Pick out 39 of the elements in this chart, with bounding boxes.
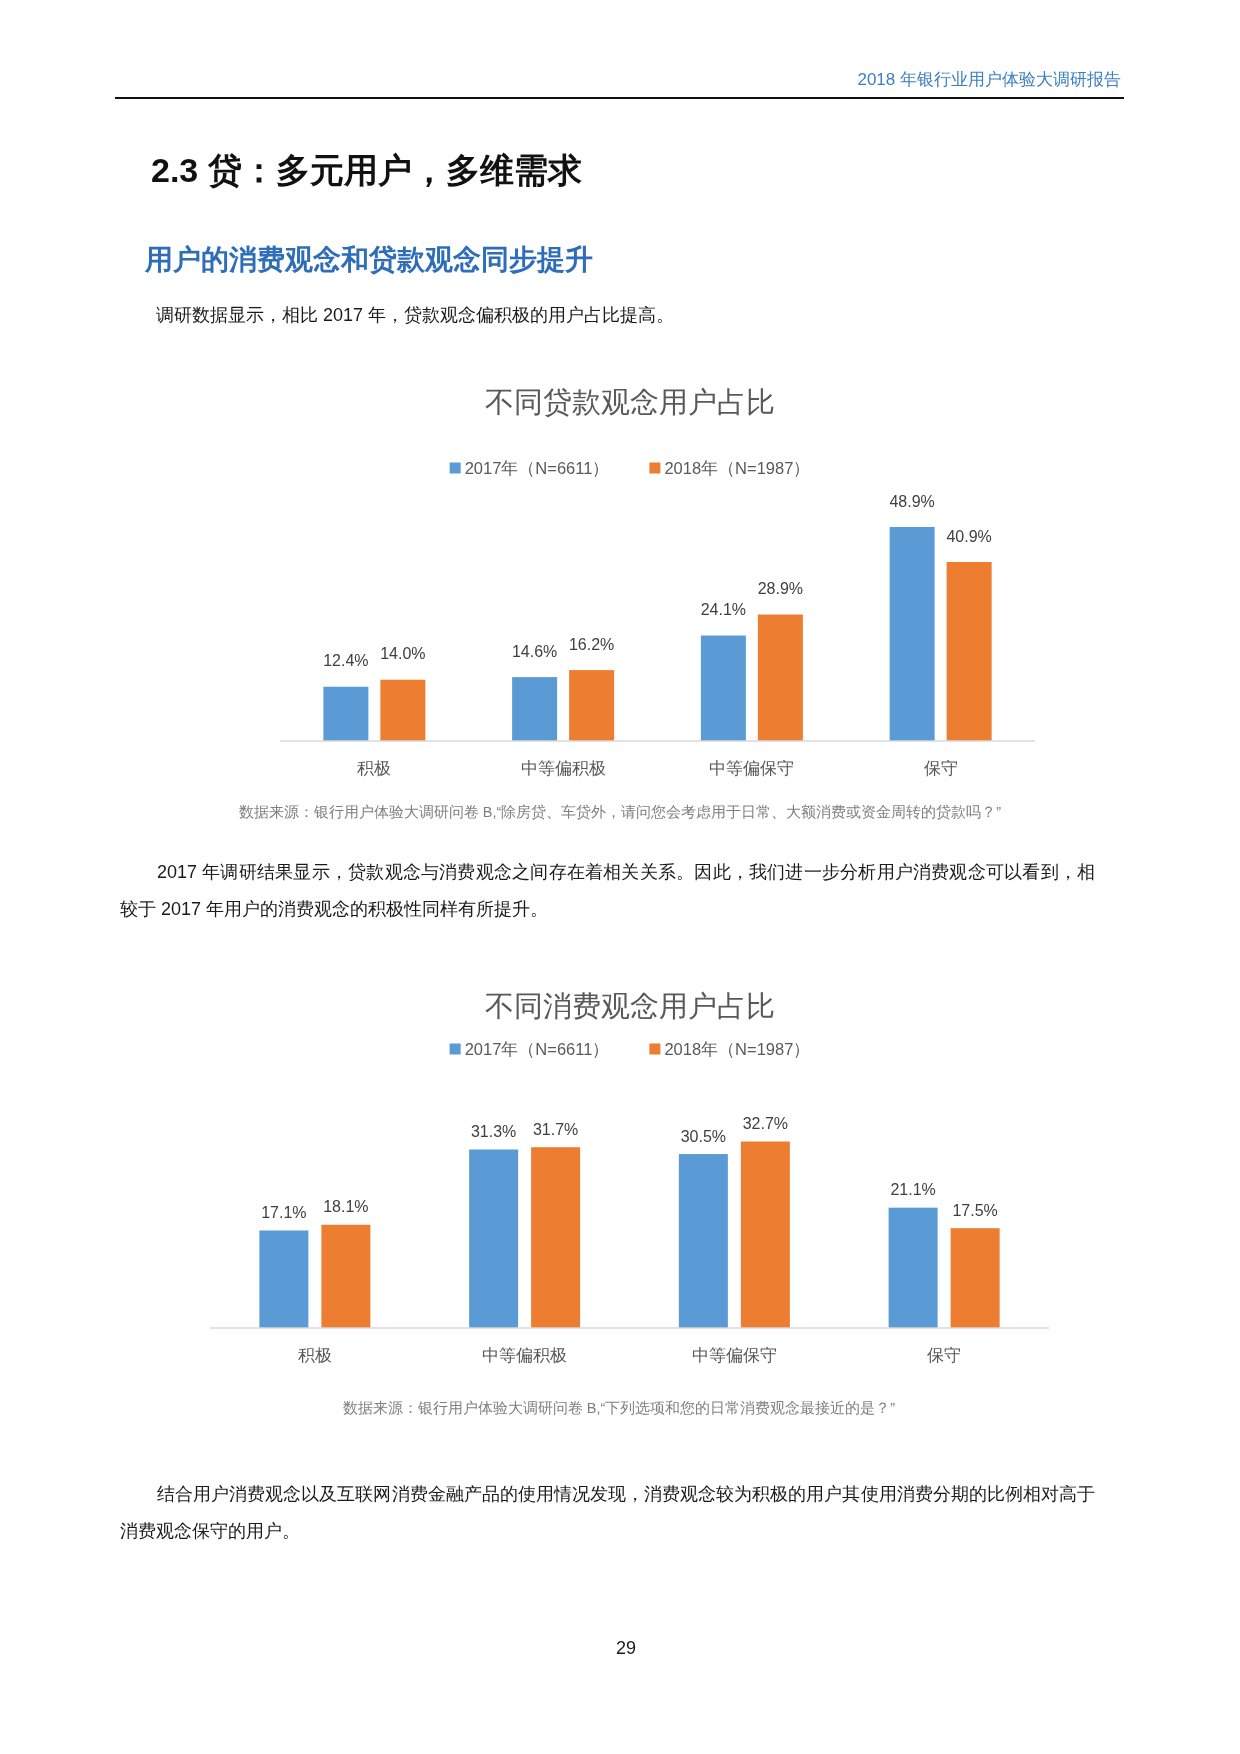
value-label: 17.1% bbox=[261, 1203, 307, 1221]
value-label: 48.9% bbox=[889, 492, 935, 510]
category-label: 积极 bbox=[297, 1345, 332, 1365]
category-label: 中等偏积极 bbox=[520, 758, 606, 778]
legend-label: 2018年（N=1987） bbox=[664, 459, 811, 477]
value-label: 31.3% bbox=[470, 1123, 517, 1140]
value-label: 30.5% bbox=[680, 1127, 727, 1145]
category-label: 积极 bbox=[357, 758, 392, 778]
value-label: 14.6% bbox=[511, 642, 558, 660]
value-label: 16.2% bbox=[568, 635, 615, 653]
value-label: 31.7% bbox=[532, 1120, 579, 1138]
value-label: 18.1% bbox=[323, 1198, 369, 1216]
category-label: 中等偏保守 bbox=[709, 758, 795, 778]
value-label: 40.9% bbox=[946, 527, 992, 545]
annotation-para: 调研数据显示，相比 2017 年，贷款观念偏积极的用户占比提高。 bbox=[156, 303, 675, 327]
value-label: 28.9% bbox=[757, 580, 804, 598]
value-label: 12.4% bbox=[323, 652, 369, 670]
annotation-source: 数据来源：银行用户体验大调研问卷 B,“下列选项和您的日常消费观念最接近的是？” bbox=[342, 1398, 896, 1418]
value-label: 21.1% bbox=[890, 1181, 936, 1199]
value-label: 32.7% bbox=[742, 1115, 789, 1132]
category-label: 保守 bbox=[927, 1345, 962, 1365]
value-label: 24.1% bbox=[700, 601, 747, 619]
legend-label: 2018年（N=1987） bbox=[664, 1040, 811, 1058]
category-label: 中等偏积极 bbox=[482, 1345, 568, 1365]
value-label: 17.5% bbox=[952, 1201, 998, 1219]
annotation-header: 2018 年银行业用户体验大调研报告 bbox=[857, 69, 1121, 91]
chart-title: 不同消费观念用户占比 bbox=[485, 990, 775, 1022]
chart-title: 不同贷款观念用户占比 bbox=[485, 386, 775, 418]
annotation-page: 29 bbox=[616, 1636, 636, 1660]
annotation-source: 数据来源：银行用户体验大调研问卷 B,“除房贷、车贷外，请问您会考虑用于日常、大额消费或资金周转的贷款吗？” bbox=[238, 802, 1002, 822]
annotation-h2: 用户的消费观念和贷款观念同步提升 bbox=[145, 242, 593, 277]
annotation-para: 结合用户消费观念以及互联网消费金融产品的使用情况发现，消费观念较为积极的用户其使用消费分期的比例相对高于消费观念保守的用户。 bbox=[120, 1482, 1095, 1543]
category-label: 保守 bbox=[923, 758, 958, 778]
legend-label: 2017年（N=6611） bbox=[464, 459, 610, 477]
annotation-h1: 2.3 贷：多元用户，多维需求 bbox=[151, 149, 582, 191]
value-label: 14.0% bbox=[380, 645, 426, 663]
annotation-para: 2017 年调研结果显示，贷款观念与消费观念之间存在着相关关系。因此，我们进一步分析用户消费观念可以看到，相较于 2017 年用户的消费观念的积极性同样有所提升。 bbox=[120, 860, 1095, 921]
category-label: 中等偏保守 bbox=[691, 1345, 777, 1365]
legend-label: 2017年（N=6611） bbox=[464, 1040, 610, 1058]
